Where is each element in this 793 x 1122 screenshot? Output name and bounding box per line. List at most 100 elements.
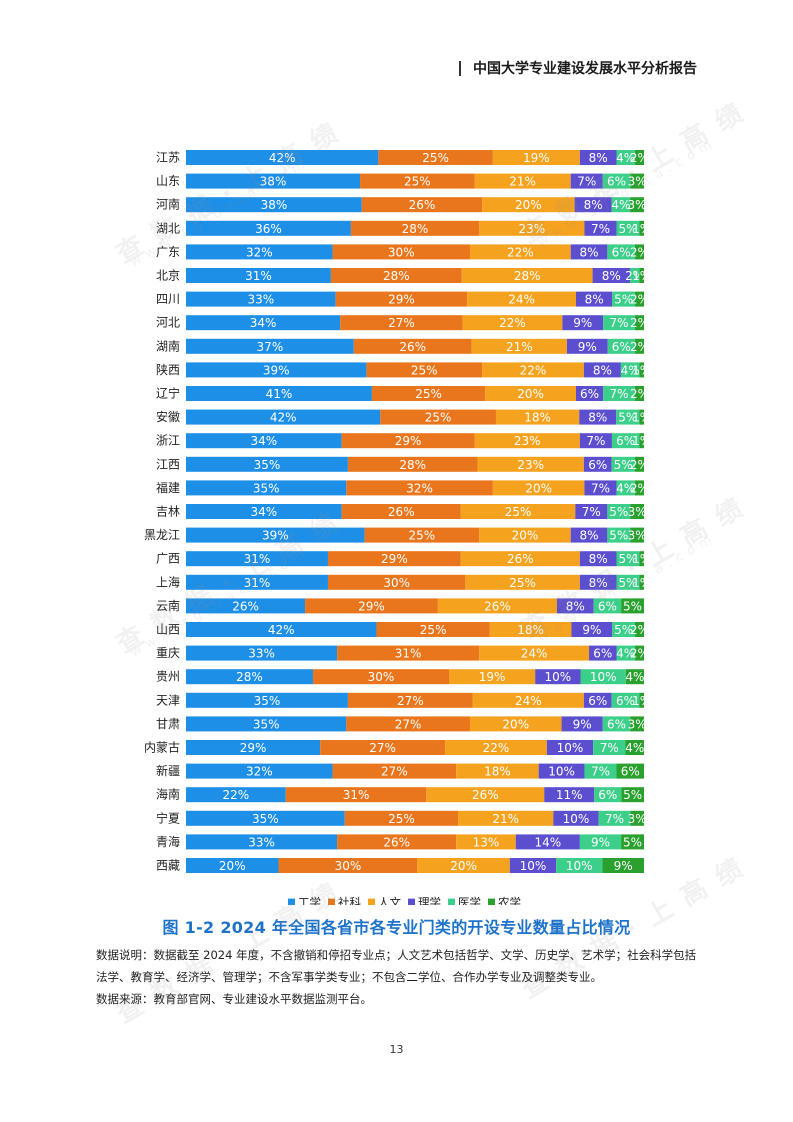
- bar-segment: [378, 150, 493, 165]
- data-label: 1%: [632, 269, 651, 283]
- data-label: 28%: [402, 222, 429, 236]
- category-label: 宁夏: [156, 810, 180, 825]
- bar-segment: [630, 810, 644, 826]
- data-label: 10%: [563, 812, 590, 826]
- bar-segment: [320, 740, 446, 755]
- bar-segment: [579, 551, 617, 567]
- data-label: 39%: [262, 529, 289, 543]
- bar-segment: [639, 433, 644, 449]
- bar-segment: [186, 669, 313, 685]
- bar-segment: [474, 173, 571, 189]
- category-label: 吉林: [156, 505, 180, 519]
- bar-segment: [186, 197, 362, 213]
- bar-segment: [186, 268, 331, 283]
- bar-segment: [376, 622, 490, 637]
- data-label: 9%: [614, 859, 633, 873]
- stacked-bar-chart: 江苏 42% 25% 19% 8% 4%2%山东 38% 25% 21% 7% 6% 3%河南 38% 2…: [144, 150, 651, 905]
- data-label: 32%: [246, 765, 273, 779]
- category-label: 河北: [156, 316, 180, 330]
- bar-segment: [332, 244, 470, 260]
- data-label: 6%: [621, 765, 640, 779]
- bar-segment: [456, 763, 539, 779]
- bar-segment: [593, 740, 626, 755]
- data-label: 20%: [515, 198, 542, 212]
- data-label: 1%: [632, 552, 651, 566]
- category-label: 河南: [156, 197, 180, 212]
- data-label: 7%: [591, 481, 610, 495]
- category-label: 山东: [156, 174, 180, 188]
- bar-segment: [570, 173, 603, 189]
- bar-segment: [538, 763, 585, 779]
- bar-segment: [371, 386, 486, 401]
- bar-segment: [417, 858, 510, 873]
- data-label: 25%: [505, 505, 532, 519]
- data-label: 23%: [514, 434, 541, 448]
- data-label: 36%: [255, 222, 282, 236]
- bar-segment: [341, 504, 461, 519]
- data-label: 11%: [556, 788, 583, 802]
- data-label: 20%: [517, 387, 544, 401]
- bar-segment: [335, 291, 468, 307]
- bar-segment: [639, 362, 644, 378]
- bar-segment: [616, 645, 635, 661]
- bar-segment: [479, 527, 571, 543]
- bar-segment: [186, 504, 342, 519]
- bar-segment: [579, 433, 612, 449]
- bar-segment: [426, 787, 545, 803]
- bar-segment: [630, 504, 644, 519]
- data-label: 14%: [534, 835, 561, 849]
- data-label: 8%: [589, 576, 608, 590]
- data-label: 34%: [251, 505, 278, 519]
- data-label: 5%: [609, 505, 628, 519]
- data-label: 2%: [630, 316, 649, 330]
- data-label: 1%: [632, 434, 651, 448]
- data-label: 23%: [517, 458, 544, 472]
- header-divider: [459, 60, 461, 76]
- data-label: 31%: [395, 647, 422, 661]
- bar-segment: [639, 220, 644, 236]
- bar-segment: [592, 268, 630, 283]
- data-label: 1%: [632, 411, 651, 425]
- data-label: 34%: [251, 434, 278, 448]
- bar-segment: [634, 338, 644, 354]
- data-label: 25%: [415, 387, 442, 401]
- data-label: 27%: [369, 741, 396, 755]
- data-label: 2%: [630, 458, 649, 472]
- legend-swatch: [448, 898, 455, 905]
- data-label: 9%: [573, 316, 592, 330]
- data-label: 18%: [517, 623, 544, 637]
- category-label: 山西: [156, 623, 180, 637]
- bar-segment: [625, 669, 644, 685]
- bar-segment: [575, 291, 613, 307]
- category-label: 黑龙江: [144, 528, 180, 542]
- bar-segment: [350, 220, 480, 236]
- data-label: 6%: [598, 599, 617, 613]
- data-label: 7%: [586, 434, 605, 448]
- bar-segment: [603, 315, 635, 331]
- bar-segment: [492, 480, 585, 496]
- data-label: 42%: [270, 411, 297, 425]
- data-label: 3%: [628, 198, 647, 212]
- bar-segment: [186, 622, 377, 637]
- category-label: 陕西: [156, 362, 180, 377]
- bar-segment: [566, 338, 608, 354]
- bar-segment: [589, 645, 617, 661]
- bar-segment: [346, 716, 470, 732]
- data-label: 8%: [584, 198, 603, 212]
- data-label: 27%: [381, 765, 408, 779]
- data-label: 32%: [406, 481, 433, 495]
- data-label: 10%: [520, 859, 547, 873]
- bar-segment: [639, 268, 644, 283]
- data-label: 25%: [409, 529, 436, 543]
- data-label: 4%: [625, 670, 644, 684]
- category-label: 上海: [156, 574, 180, 589]
- bar-segment: [616, 150, 635, 165]
- bar-segment: [186, 740, 321, 755]
- data-label: 5%: [623, 788, 642, 802]
- data-label: 2%: [630, 340, 649, 354]
- legend-label: 人文: [378, 896, 401, 905]
- data-label: 39%: [263, 363, 290, 377]
- data-label: 4%: [616, 481, 635, 495]
- bar-segment: [639, 551, 644, 567]
- bar-segment: [479, 220, 585, 236]
